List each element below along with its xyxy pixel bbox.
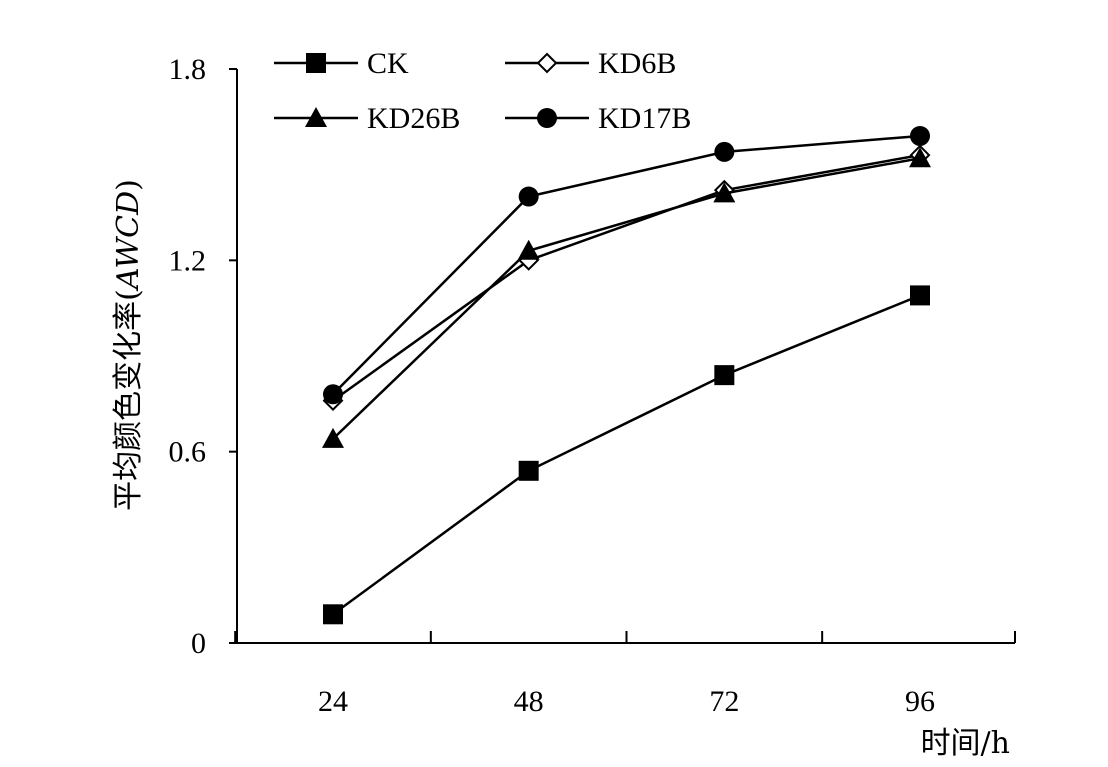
data-point-ck	[323, 604, 343, 625]
data-point-kd26b	[322, 427, 344, 448]
y-axis-title: 平均颜色变化率(AWCD)	[111, 179, 146, 511]
data-point-kd26b	[517, 239, 540, 260]
legend-label: KD6B	[598, 47, 676, 80]
y-tick-label: 1.8	[169, 53, 207, 86]
legend-item-kd6b: KD6B	[505, 47, 676, 80]
legend-item-kd17b: KD17B	[505, 102, 691, 135]
data-point-ck	[910, 285, 930, 306]
data-point-kd17b	[518, 186, 539, 207]
legend-item-ck: CK	[274, 47, 409, 80]
legend-marker	[306, 53, 326, 73]
data-point-ck	[518, 460, 539, 481]
data-point-ck	[714, 365, 735, 386]
y-tick-label: 0	[191, 627, 206, 660]
x-tick-label: 24	[318, 685, 348, 718]
series-line-kd26b	[332, 157, 921, 440]
x-tick-label: 72	[709, 685, 739, 718]
y-tick-label: 1.2	[169, 244, 207, 277]
axes: 0 0.6 1.2 1.8 24 48 72 96	[169, 53, 1016, 718]
data-point-kd17b	[714, 141, 735, 162]
legend-marker	[536, 52, 558, 74]
data-point-kd17b	[323, 384, 343, 405]
legend-label: KD26B	[367, 102, 460, 135]
y-tick-label: 0.6	[169, 436, 207, 469]
legend: CK KD6B KD26B KD17B	[274, 47, 691, 135]
legend-label: KD17B	[598, 102, 691, 135]
series-line-ck	[332, 294, 921, 616]
data-point-kd26b	[909, 147, 931, 168]
x-tick-label: 96	[905, 685, 935, 718]
series-line-kd17b	[332, 134, 921, 396]
data-point-kd17b	[910, 125, 930, 146]
series-line-kd6b	[332, 153, 921, 402]
series-kd6b	[322, 144, 931, 412]
legend-label: CK	[367, 47, 409, 80]
legend-item-kd26b: KD26B	[274, 102, 460, 135]
series-ck	[323, 285, 930, 625]
data-point-kd26b	[713, 182, 736, 203]
plot-area	[322, 125, 931, 625]
x-axis-title: 时间/h	[921, 726, 1010, 761]
legend-marker	[537, 108, 557, 128]
series-kd17b	[323, 125, 930, 405]
series-kd26b	[322, 147, 931, 448]
x-tick-label: 48	[514, 685, 544, 718]
legend-marker	[305, 107, 327, 127]
